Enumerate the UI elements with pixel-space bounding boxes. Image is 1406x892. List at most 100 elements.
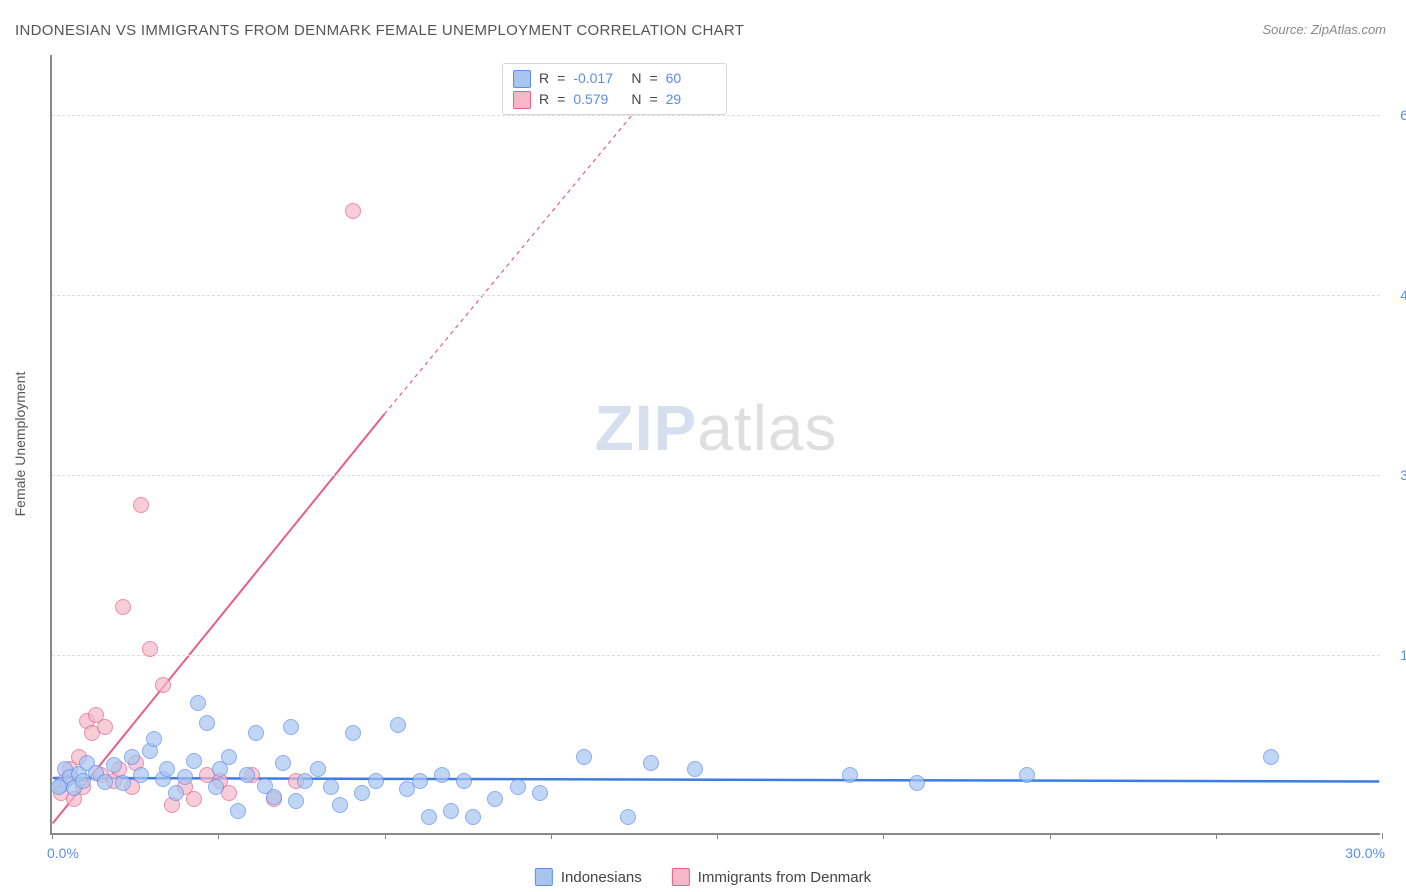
x-tick (52, 833, 53, 839)
data-point (115, 775, 131, 791)
legend-swatch-blue (535, 868, 553, 886)
x-tick (717, 833, 718, 839)
stat-n-label: N (631, 68, 641, 89)
y-gridline (52, 475, 1380, 476)
data-point (456, 773, 472, 789)
data-point (842, 767, 858, 783)
legend-item-pink: Immigrants from Denmark (672, 868, 871, 886)
data-point (345, 203, 361, 219)
stats-box: R = -0.017 N = 60 R = 0.579 N = 29 (502, 63, 727, 115)
data-point (310, 761, 326, 777)
data-point (390, 717, 406, 733)
x-tick (1216, 833, 1217, 839)
data-point (909, 775, 925, 791)
trend-lines (52, 55, 1380, 833)
stat-r-pink: 0.579 (573, 89, 623, 110)
x-tick (883, 833, 884, 839)
data-point (97, 774, 113, 790)
data-point (106, 757, 122, 773)
swatch-blue (513, 70, 531, 88)
data-point (288, 793, 304, 809)
stat-r-blue: -0.017 (573, 68, 623, 89)
data-point (275, 755, 291, 771)
watermark: ZIPatlas (595, 391, 838, 465)
bottom-legend: Indonesians Immigrants from Denmark (535, 868, 871, 886)
data-point (1019, 767, 1035, 783)
data-point (532, 785, 548, 801)
data-point (434, 767, 450, 783)
x-tick (1050, 833, 1051, 839)
stat-r-label: R (539, 68, 549, 89)
data-point (168, 785, 184, 801)
data-point (412, 773, 428, 789)
swatch-pink (513, 91, 531, 109)
data-point (230, 803, 246, 819)
data-point (186, 791, 202, 807)
data-point (487, 791, 503, 807)
data-point (332, 797, 348, 813)
data-point (51, 779, 67, 795)
data-point (421, 809, 437, 825)
data-point (199, 715, 215, 731)
data-point (124, 749, 140, 765)
source-label: Source: ZipAtlas.com (1262, 22, 1386, 37)
x-tick-label-0: 0.0% (47, 845, 79, 861)
data-point (97, 719, 113, 735)
x-tick-label-30: 30.0% (1345, 845, 1385, 861)
y-tick-label: 60.0% (1385, 107, 1406, 123)
y-axis-title: Female Unemployment (12, 372, 28, 517)
data-point (133, 497, 149, 513)
data-point (142, 641, 158, 657)
data-point (190, 695, 206, 711)
data-point (510, 779, 526, 795)
stats-row-blue: R = -0.017 N = 60 (513, 68, 716, 89)
data-point (239, 767, 255, 783)
legend-item-blue: Indonesians (535, 868, 642, 886)
data-point (576, 749, 592, 765)
data-point (177, 769, 193, 785)
stats-row-pink: R = 0.579 N = 29 (513, 89, 716, 110)
y-gridline (52, 655, 1380, 656)
data-point (368, 773, 384, 789)
data-point (115, 599, 131, 615)
x-tick (551, 833, 552, 839)
data-point (297, 773, 313, 789)
watermark-zip: ZIP (595, 392, 698, 464)
data-point (443, 803, 459, 819)
data-point (146, 731, 162, 747)
chart-title: INDONESIAN VS IMMIGRANTS FROM DENMARK FE… (15, 22, 744, 39)
data-point (354, 785, 370, 801)
data-point (323, 779, 339, 795)
data-point (620, 809, 636, 825)
data-point (208, 779, 224, 795)
legend-label-blue: Indonesians (561, 869, 642, 886)
x-tick (218, 833, 219, 839)
data-point (221, 749, 237, 765)
watermark-atlas: atlas (697, 392, 837, 464)
x-tick (1382, 833, 1383, 839)
data-point (133, 767, 149, 783)
y-tick-label: 15.0% (1385, 647, 1406, 663)
legend-label-pink: Immigrants from Denmark (698, 869, 871, 886)
stat-n-blue: 60 (666, 68, 716, 89)
data-point (155, 677, 171, 693)
y-tick-label: 45.0% (1385, 287, 1406, 303)
data-point (643, 755, 659, 771)
data-point (283, 719, 299, 735)
data-point (248, 725, 264, 741)
data-point (186, 753, 202, 769)
data-point (345, 725, 361, 741)
data-point (1263, 749, 1279, 765)
legend-swatch-pink (672, 868, 690, 886)
data-point (159, 761, 175, 777)
data-point (465, 809, 481, 825)
data-point (687, 761, 703, 777)
x-tick (385, 833, 386, 839)
plot-area: Female Unemployment ZIPatlas R = -0.017 … (50, 55, 1380, 835)
y-gridline (52, 295, 1380, 296)
y-tick-label: 30.0% (1385, 467, 1406, 483)
y-gridline (52, 115, 1380, 116)
chart-container: INDONESIAN VS IMMIGRANTS FROM DENMARK FE… (0, 0, 1406, 892)
data-point (266, 789, 282, 805)
stat-n-pink: 29 (666, 89, 716, 110)
